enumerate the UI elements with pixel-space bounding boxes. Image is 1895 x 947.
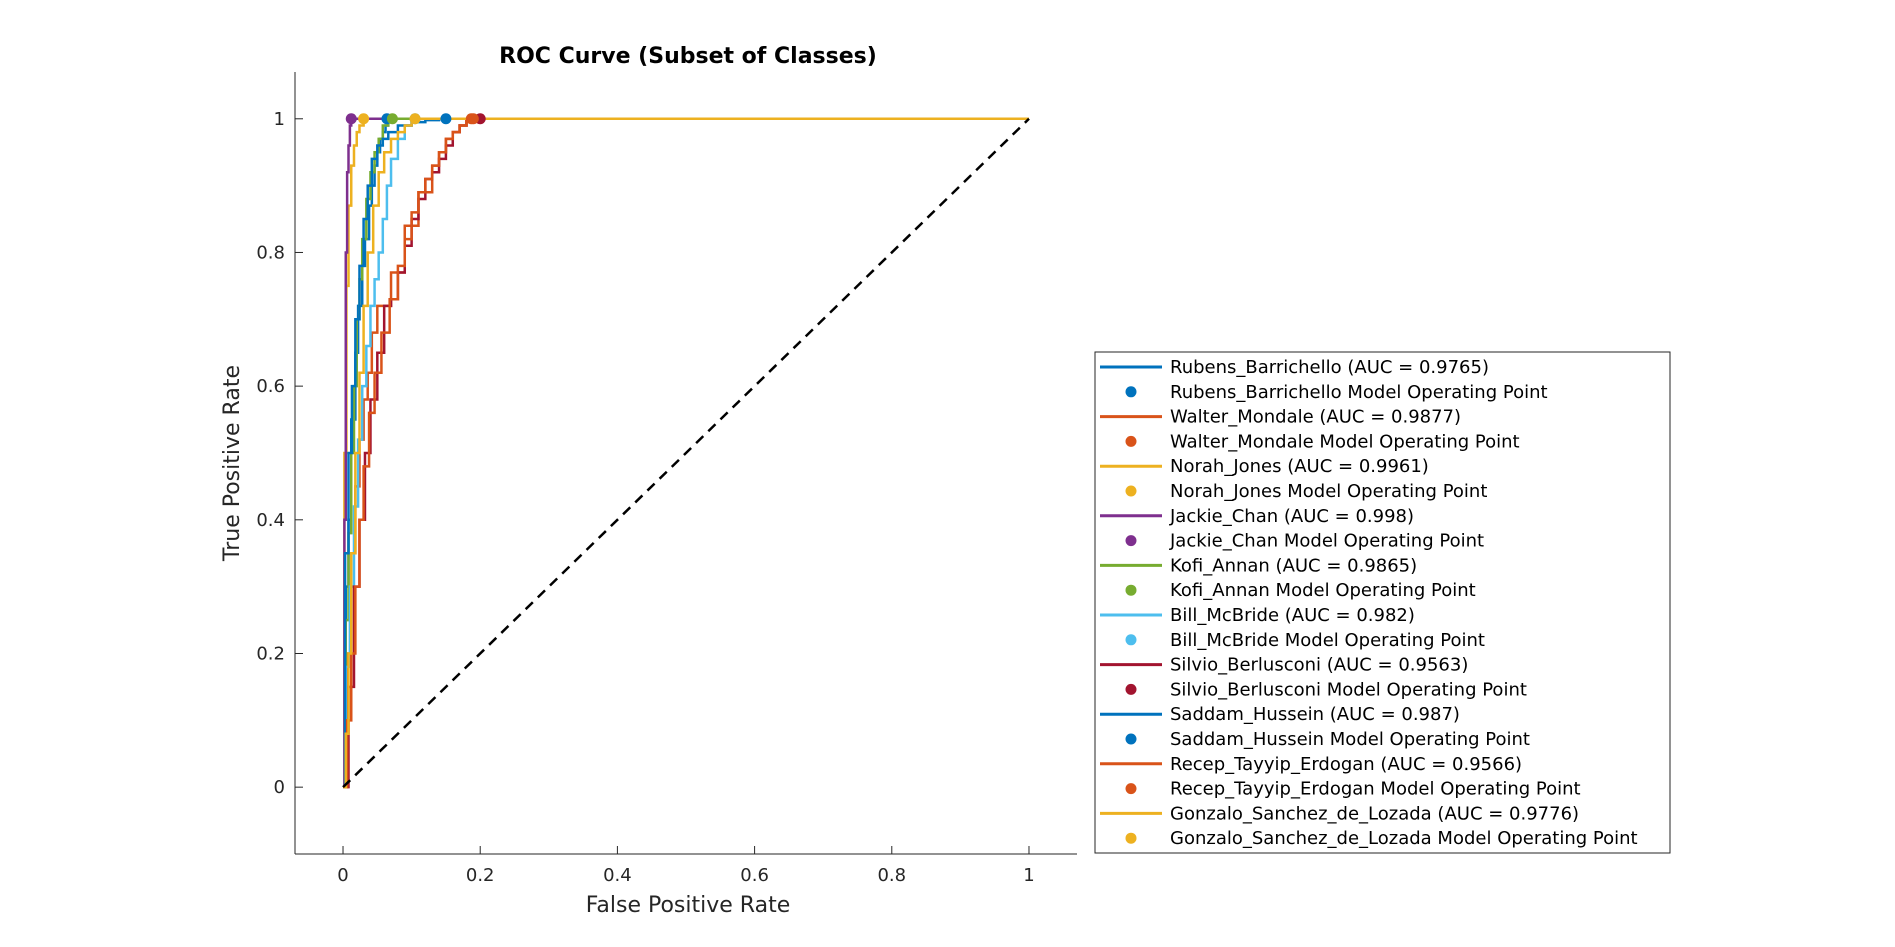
legend-point-label-5: Bill_McBride Model Operating Point — [1170, 630, 1485, 651]
legend-marker-swatch-7 — [1125, 733, 1137, 745]
x-axis-label: False Positive Rate — [586, 893, 790, 918]
y-tick-label: 1 — [274, 109, 285, 130]
x-axis: 0 0.2 0.4 0.6 0.8 1 — [295, 846, 1077, 886]
x-tick-label: 0.2 — [466, 865, 495, 886]
y-axis-label: True Positive Rate — [220, 365, 245, 562]
y-tick-label: 0.6 — [256, 376, 285, 397]
operating-point-8 — [467, 113, 479, 125]
legend-point-label-9: Gonzalo_Sanchez_de_Lozada Model Operatin… — [1170, 828, 1638, 849]
legend-point-label-6: Silvio_Berlusconi Model Operating Point — [1170, 679, 1527, 700]
legend-marker-swatch-3 — [1125, 535, 1137, 547]
legend-point-label-2: Norah_Jones Model Operating Point — [1170, 481, 1487, 502]
legend-label-8: Recep_Tayyip_Erdogan (AUC = 0.9566) — [1170, 754, 1522, 775]
chart-title: ROC Curve (Subset of Classes) — [499, 44, 877, 69]
legend-label-7: Saddam_Hussein (AUC = 0.987) — [1170, 704, 1460, 725]
legend-label-5: Bill_McBride (AUC = 0.982) — [1170, 605, 1415, 626]
legend: Rubens_Barrichello (AUC = 0.9765) Rubens_… — [1094, 351, 1671, 854]
legend-label-0: Rubens_Barrichello (AUC = 0.9765) — [1170, 357, 1489, 378]
y-tick-label: 0.2 — [256, 643, 285, 664]
x-tick-label: 1 — [1023, 865, 1034, 886]
operating-point-2 — [358, 113, 370, 125]
legend-box — [1094, 351, 1671, 854]
operating-points — [345, 113, 486, 125]
legend-point-label-4: Kofi_Annan Model Operating Point — [1170, 580, 1476, 601]
legend-marker-swatch-0 — [1125, 386, 1137, 398]
x-tick-label: 0.8 — [877, 865, 906, 886]
operating-point-9 — [409, 113, 421, 125]
legend-point-label-1: Walter_Mondale Model Operating Point — [1170, 431, 1520, 452]
series-line-9 — [343, 117, 1029, 789]
x-tick-label: 0.4 — [603, 865, 632, 886]
operating-point-3 — [345, 113, 357, 125]
series-line-7 — [343, 117, 1029, 789]
legend-point-label-7: Saddam_Hussein Model Operating Point — [1170, 729, 1530, 750]
legend-point-label-8: Recep_Tayyip_Erdogan Model Operating Poi… — [1170, 779, 1581, 800]
operating-point-7 — [440, 113, 452, 125]
plot-area: 0 0.2 0.4 0.6 0.8 1 0 0.2 0.4 0.6 0.8 1 — [256, 72, 1077, 886]
legend-label-4: Kofi_Annan (AUC = 0.9865) — [1170, 555, 1417, 576]
legend-marker-swatch-1 — [1125, 435, 1137, 447]
legend-label-6: Silvio_Berlusconi (AUC = 0.9563) — [1170, 655, 1468, 676]
legend-marker-swatch-5 — [1125, 634, 1137, 646]
diagonal-reference-line — [342, 117, 1030, 789]
x-tick-label: 0.6 — [740, 865, 769, 886]
x-tick-label: 0 — [337, 865, 348, 886]
series-lines — [342, 117, 1030, 789]
series-line-3 — [343, 117, 1029, 789]
legend-marker-swatch-6 — [1125, 683, 1137, 695]
legend-marker-swatch-9 — [1125, 832, 1137, 844]
series-line-5 — [343, 117, 1029, 789]
y-tick-label: 0.4 — [256, 510, 285, 531]
legend-marker-swatch-8 — [1125, 783, 1137, 795]
legend-marker-swatch-4 — [1125, 584, 1137, 596]
legend-label-2: Norah_Jones (AUC = 0.9961) — [1170, 456, 1429, 477]
legend-label-1: Walter_Mondale (AUC = 0.9877) — [1170, 407, 1461, 428]
legend-point-label-0: Rubens_Barrichello Model Operating Point — [1170, 382, 1548, 403]
y-tick-label: 0 — [274, 777, 285, 798]
legend-point-label-3: Jackie_Chan Model Operating Point — [1169, 531, 1484, 552]
legend-label-9: Gonzalo_Sanchez_de_Lozada (AUC = 0.9776) — [1170, 803, 1579, 824]
y-axis: 0 0.2 0.4 0.6 0.8 1 — [256, 72, 303, 854]
y-tick-label: 0.8 — [256, 242, 285, 263]
legend-label-3: Jackie_Chan (AUC = 0.998) — [1169, 506, 1414, 527]
series-line-4 — [343, 117, 1029, 789]
legend-items: Rubens_Barrichello (AUC = 0.9765) Rubens_… — [1100, 357, 1638, 849]
operating-point-4 — [386, 113, 398, 125]
series-line-8 — [343, 117, 1029, 789]
legend-marker-swatch-2 — [1125, 485, 1137, 497]
